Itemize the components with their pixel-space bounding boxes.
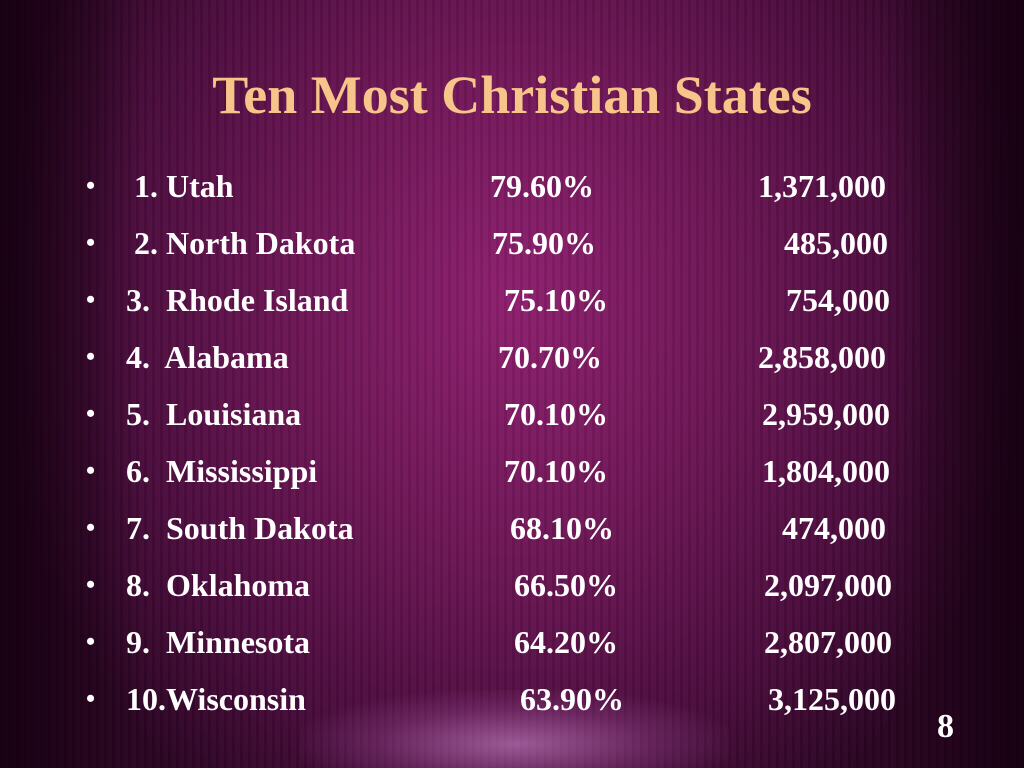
list-item: • 9. Minnesota 64.20% 2,807,000 [0, 620, 1024, 664]
state-percent: 63.90% [520, 681, 624, 717]
state-population: 754,000 [786, 282, 890, 318]
state-percent: 75.90% [492, 225, 596, 261]
state-percent: 64.20% [514, 624, 618, 660]
state-percent: 70.10% [504, 453, 608, 489]
list-item: • 6. Mississippi 70.10% 1,804,000 [0, 449, 1024, 493]
state-percent: 66.50% [514, 567, 618, 603]
list-item: • 7. South Dakota 68.10% 474,000 [0, 506, 1024, 550]
state-population: 2,959,000 [762, 396, 890, 432]
list-item: • 1. Utah 79.60% 1,371,000 [0, 164, 1024, 208]
list-item: • 4. Alabama 70.70% 2,858,000 [0, 335, 1024, 379]
list-item: • 8. Oklahoma 66.50% 2,097,000 [0, 563, 1024, 607]
state-name: 9. Minnesota [126, 624, 310, 660]
list-item: • 2. North Dakota 75.90% 485,000 [0, 221, 1024, 265]
bullet-icon: • [86, 171, 96, 200]
bullet-icon: • [86, 342, 96, 371]
bullet-icon: • [86, 228, 96, 257]
state-name: 4. Alabama [126, 339, 289, 375]
state-name: 2. North Dakota [126, 225, 356, 261]
state-name: 7. South Dakota [126, 510, 354, 546]
state-name: 3. Rhode Island [126, 282, 349, 318]
state-percent: 79.60% [490, 168, 594, 204]
bullet-icon: • [86, 399, 96, 428]
slide-title: Ten Most Christian States [212, 65, 812, 125]
state-population: 2,807,000 [764, 624, 892, 660]
bullet-icon: • [86, 285, 96, 314]
state-population: 1,371,000 [758, 168, 886, 204]
state-population: 1,804,000 [762, 453, 890, 489]
state-population: 2,858,000 [758, 339, 886, 375]
state-population: 3,125,000 [768, 681, 896, 717]
bullet-icon: • [86, 684, 96, 713]
curtain-left [0, 0, 140, 768]
list-item: • 5. Louisiana 70.10% 2,959,000 [0, 392, 1024, 436]
state-name: 6. Mississippi [126, 453, 318, 489]
state-name: 8. Oklahoma [126, 567, 311, 603]
bullet-icon: • [86, 513, 96, 542]
state-population: 2,097,000 [764, 567, 892, 603]
state-name: 1. Utah [126, 168, 234, 204]
state-population: 474,000 [782, 510, 886, 546]
state-name: 5. Louisiana [126, 396, 302, 432]
state-population: 485,000 [784, 225, 888, 261]
bullet-icon: • [86, 456, 96, 485]
state-percent: 70.10% [504, 396, 608, 432]
state-name: 10.Wisconsin [126, 681, 306, 717]
list-item: • 3. Rhode Island 75.10% 754,000 [0, 278, 1024, 322]
state-percent: 68.10% [510, 510, 614, 546]
open-book-glow [300, 690, 730, 768]
state-percent: 70.70% [498, 339, 602, 375]
bullet-icon: • [86, 570, 96, 599]
page-number: 8 [937, 708, 954, 745]
bullet-icon: • [86, 627, 96, 656]
state-percent: 75.10% [504, 282, 608, 318]
list-item: • 10.Wisconsin 63.90% 3,125,000 [0, 677, 1024, 721]
